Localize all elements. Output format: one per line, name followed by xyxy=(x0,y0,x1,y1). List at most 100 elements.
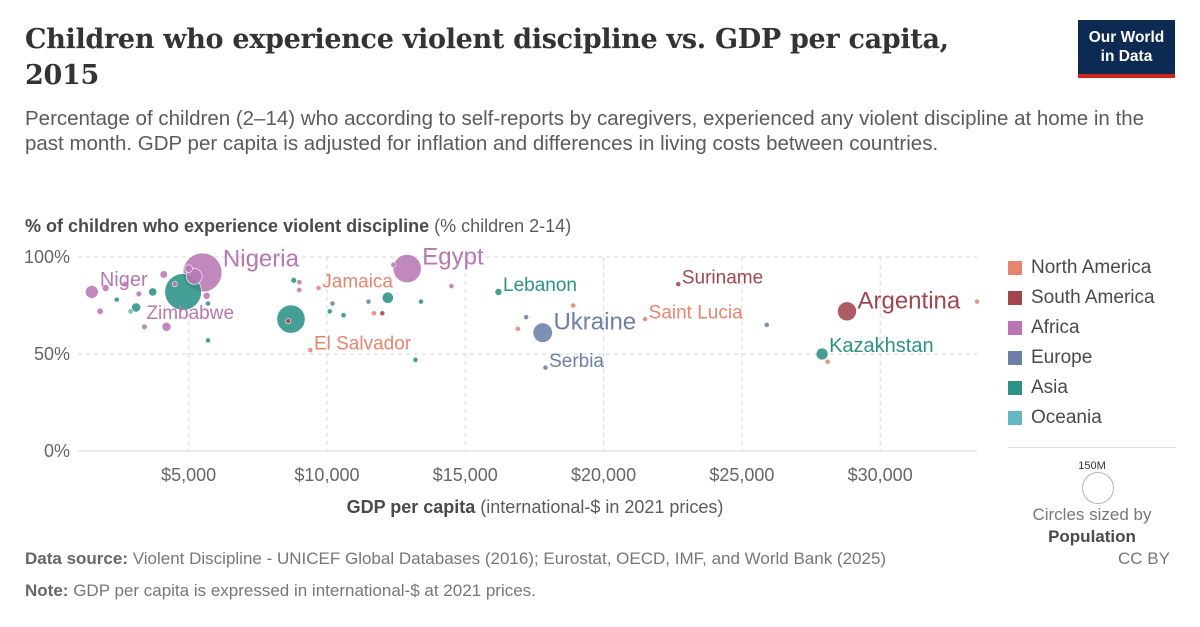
grid-lines xyxy=(78,256,977,452)
data-point[interactable] xyxy=(514,325,521,332)
point-label: El Salvador xyxy=(314,333,412,354)
data-point[interactable] xyxy=(285,318,292,324)
data-point[interactable] xyxy=(418,298,424,305)
y-tick-label: 100% xyxy=(24,247,70,267)
data-point[interactable] xyxy=(326,308,333,315)
x-tick-label: $25,000 xyxy=(709,465,774,485)
legend-divider xyxy=(1008,447,1176,448)
data-point[interactable] xyxy=(412,356,419,363)
data-points xyxy=(85,252,980,371)
x-axis-label-bold: GDP per capita xyxy=(346,497,476,517)
legend-label: North America xyxy=(1031,257,1152,278)
size-legend-caption: Circles sized by Population xyxy=(1008,504,1176,548)
data-point[interactable] xyxy=(815,347,829,361)
data-point[interactable] xyxy=(85,285,99,299)
license-link[interactable]: CC BY xyxy=(1118,549,1170,568)
point-label: Kazakhstan xyxy=(829,335,934,357)
data-point[interactable] xyxy=(974,298,980,305)
chart-title: Children who experience violent discipli… xyxy=(25,24,949,91)
data-point[interactable] xyxy=(135,290,143,298)
legend-swatch xyxy=(1008,321,1022,335)
data-point[interactable] xyxy=(675,281,682,288)
size-caption-line1: Circles sized by xyxy=(1032,505,1152,524)
data-point[interactable] xyxy=(159,270,168,279)
data-point[interactable] xyxy=(315,285,322,291)
data-point[interactable] xyxy=(184,264,193,273)
note-text: GDP per capita is expressed in internati… xyxy=(73,581,536,600)
data-point[interactable] xyxy=(148,287,158,297)
data-source-text[interactable]: Violent Discipline - UNICEF Global Datab… xyxy=(132,549,887,568)
data-point[interactable] xyxy=(365,298,372,305)
data-point[interactable] xyxy=(392,254,422,284)
legend-swatch xyxy=(1008,411,1022,425)
data-point[interactable] xyxy=(171,281,178,288)
logo-line-2: in Data xyxy=(1100,48,1153,65)
point-label: Niger xyxy=(100,269,148,291)
data-point[interactable] xyxy=(101,284,110,292)
legend-label: South America xyxy=(1031,287,1155,308)
axis-ticks: 0% 50% 100% $5,000 $10,000 $15,000 $20,000 $25,… xyxy=(24,247,913,485)
x-axis-label: GDP per capita (international-$ in 2021 … xyxy=(0,497,1070,518)
point-labels: Niger Zimbabwe Nigeria El Salvador Jamaica Eg… xyxy=(100,243,961,371)
point-label: Suriname xyxy=(682,267,763,288)
data-point[interactable] xyxy=(824,358,831,365)
data-point[interactable] xyxy=(141,323,148,331)
data-point[interactable] xyxy=(494,288,503,296)
legend-label: Asia xyxy=(1031,377,1068,398)
data-point[interactable] xyxy=(307,347,314,354)
data-point[interactable] xyxy=(371,310,377,317)
data-point[interactable] xyxy=(161,321,172,332)
data-point[interactable] xyxy=(390,261,397,268)
data-point[interactable] xyxy=(523,314,530,321)
point-label: Serbia xyxy=(549,351,604,372)
y-tick-label: 50% xyxy=(34,344,70,364)
y-axis-label-bold: % of children who experience violent dis… xyxy=(25,216,430,236)
point-label: Jamaica xyxy=(322,271,393,292)
size-caption-line2[interactable]: Population xyxy=(1048,527,1136,546)
legend-swatch xyxy=(1008,381,1022,395)
data-point[interactable] xyxy=(205,300,211,307)
x-tick-label: $15,000 xyxy=(433,465,498,485)
note-label: Note: xyxy=(25,581,69,600)
point-label: Zimbabwe xyxy=(146,303,234,324)
data-point[interactable] xyxy=(121,280,129,288)
data-source-label: Data source: xyxy=(25,549,128,568)
logo-line-1: Our World xyxy=(1088,29,1165,46)
data-point[interactable] xyxy=(290,277,297,284)
point-label: Saint Lucia xyxy=(649,302,743,323)
data-point[interactable] xyxy=(127,308,134,315)
point-label: Lebanon xyxy=(503,275,577,296)
x-tick-label: $30,000 xyxy=(848,465,913,485)
chart-note: Note: GDP per capita is expressed in int… xyxy=(25,581,536,601)
owid-logo[interactable]: Our World in Data xyxy=(1078,20,1175,78)
y-axis-label-unit: (% children 2-14) xyxy=(434,216,572,236)
data-point[interactable] xyxy=(379,310,386,317)
data-point[interactable] xyxy=(570,302,577,309)
data-point[interactable] xyxy=(381,291,394,304)
y-tick-label: 0% xyxy=(44,441,70,461)
data-point[interactable] xyxy=(448,283,455,289)
data-point[interactable] xyxy=(837,301,857,322)
data-point[interactable] xyxy=(340,312,347,319)
data-point[interactable] xyxy=(202,291,211,300)
size-legend-circle xyxy=(1082,472,1114,504)
data-point[interactable] xyxy=(642,316,648,322)
data-point[interactable] xyxy=(113,296,120,303)
legend-label: Oceania xyxy=(1031,407,1102,428)
data-point[interactable] xyxy=(276,304,306,334)
data-point[interactable] xyxy=(542,364,549,371)
data-point[interactable] xyxy=(763,321,770,328)
legend-swatch xyxy=(1008,351,1022,365)
data-point[interactable] xyxy=(532,322,553,343)
x-tick-label: $5,000 xyxy=(161,465,216,485)
scatter-plot: 0% 50% 100% $5,000 $10,000 $15,000 $20,000 $25,… xyxy=(24,243,980,485)
data-point[interactable] xyxy=(96,307,104,315)
point-label: Nigeria xyxy=(223,246,300,273)
data-point[interactable] xyxy=(329,300,336,307)
legend-swatch xyxy=(1008,291,1022,305)
y-axis-label: % of children who experience violent dis… xyxy=(25,216,571,237)
data-point[interactable] xyxy=(205,337,211,344)
data-point[interactable] xyxy=(131,302,141,313)
data-point[interactable] xyxy=(296,279,303,286)
data-point[interactable] xyxy=(296,287,303,293)
